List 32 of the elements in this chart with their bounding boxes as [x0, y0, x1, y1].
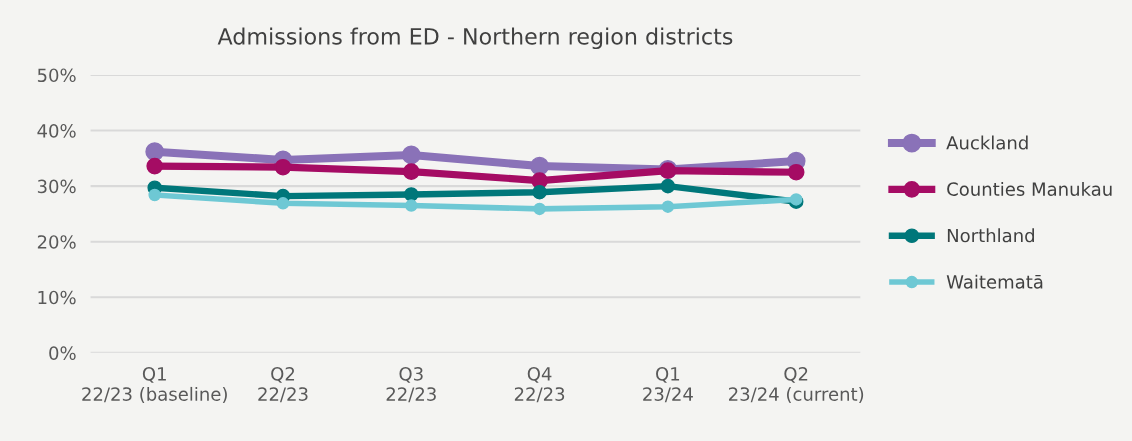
y-tick-label: 40%	[37, 124, 76, 138]
x-tick-label: Q3 22/23	[386, 367, 436, 403]
x-tick-label: Q1 23/24	[643, 367, 693, 403]
point	[533, 202, 546, 216]
point	[401, 145, 421, 165]
point	[274, 158, 292, 176]
y-tick-label: 50%	[37, 68, 76, 83]
chart-title: Admissions from ED - Northern region districts	[217, 27, 733, 50]
legend-label: Auckland	[946, 135, 1028, 150]
legend-label: Waitematā	[946, 274, 1043, 289]
legend-label: Counties Manukau	[947, 181, 1112, 196]
point	[660, 178, 676, 194]
point	[661, 200, 675, 213]
y-tick-label: 0%	[49, 346, 76, 360]
point	[146, 157, 164, 175]
x-tick-label: Q2 22/23	[258, 367, 308, 403]
point	[530, 156, 549, 176]
point	[148, 188, 161, 202]
y-tick-label: 20%	[37, 235, 76, 249]
x-tick-label: Q4 22/23	[514, 367, 565, 403]
x-tick-label: Q1 22/23 (baseline)	[82, 367, 227, 404]
y-tick-label: 10%	[38, 290, 76, 305]
point	[532, 184, 547, 200]
y-tick-label: 30%	[37, 179, 76, 194]
point	[276, 197, 290, 210]
point	[402, 163, 420, 180]
point	[404, 187, 419, 202]
legend-label: Northland	[947, 228, 1034, 243]
point	[787, 163, 805, 181]
x-tick-label: Q2 23/24 (current)	[729, 367, 864, 404]
point	[405, 199, 418, 212]
point	[145, 142, 165, 162]
